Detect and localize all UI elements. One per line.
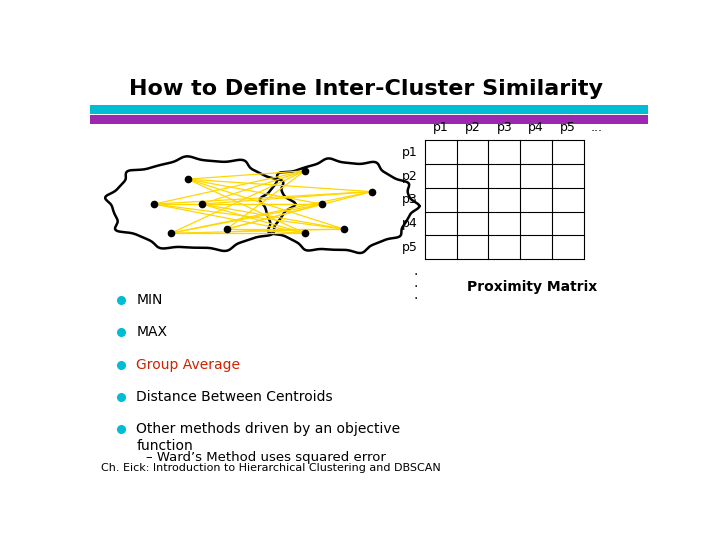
- Text: Proximity Matrix: Proximity Matrix: [467, 280, 598, 294]
- Text: function: function: [136, 439, 193, 453]
- Text: Group Average: Group Average: [136, 357, 240, 372]
- Polygon shape: [260, 158, 419, 253]
- Polygon shape: [105, 157, 295, 251]
- Text: .: .: [414, 264, 418, 278]
- Text: p3: p3: [402, 193, 418, 206]
- Text: p5: p5: [402, 241, 418, 254]
- Text: p1: p1: [402, 146, 418, 159]
- Text: p2: p2: [402, 170, 418, 183]
- Text: ...: ...: [590, 121, 603, 134]
- Text: .: .: [414, 276, 418, 289]
- Text: p5: p5: [560, 121, 576, 134]
- Text: .: .: [414, 287, 418, 301]
- Text: How to Define Inter-Cluster Similarity: How to Define Inter-Cluster Similarity: [129, 79, 603, 99]
- Text: Distance Between Centroids: Distance Between Centroids: [136, 390, 333, 404]
- Text: p4: p4: [402, 217, 418, 230]
- Text: Ch. Eick: Introduction to Hierarchical Clustering and DBSCAN: Ch. Eick: Introduction to Hierarchical C…: [101, 463, 441, 473]
- Text: MIN: MIN: [136, 293, 163, 307]
- Bar: [90, 114, 648, 124]
- Text: Other methods driven by an objective: Other methods driven by an objective: [136, 422, 400, 436]
- Text: p4: p4: [528, 121, 544, 134]
- Text: p1: p1: [433, 121, 449, 134]
- Text: p3: p3: [496, 121, 512, 134]
- Text: – Ward’s Method uses squared error: – Ward’s Method uses squared error: [145, 451, 386, 464]
- Bar: [90, 105, 648, 114]
- Text: p2: p2: [464, 121, 480, 134]
- Text: MAX: MAX: [136, 325, 167, 339]
